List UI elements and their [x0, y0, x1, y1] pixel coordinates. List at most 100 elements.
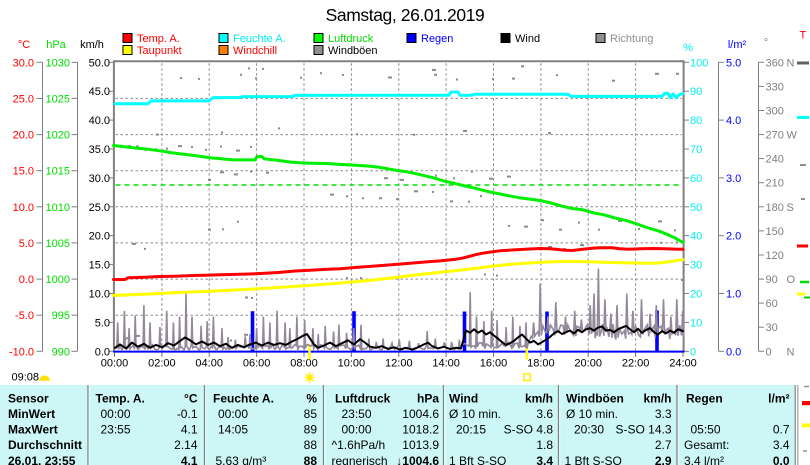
- svg-text:1004.6: 1004.6: [402, 407, 439, 421]
- svg-text:S-SO 4.8: S-SO 4.8: [504, 423, 554, 437]
- svg-text:00:00: 00:00: [218, 407, 248, 421]
- svg-text:00:00: 00:00: [101, 407, 131, 421]
- svg-text:80: 80: [690, 115, 702, 127]
- svg-text:Regen: Regen: [421, 33, 453, 45]
- svg-text:3.4: 3.4: [773, 438, 790, 452]
- svg-text:150: 150: [766, 226, 784, 238]
- svg-text:Gesamt:: Gesamt:: [684, 438, 729, 452]
- svg-text:20.0: 20.0: [13, 130, 34, 142]
- svg-text:15.0: 15.0: [13, 166, 34, 178]
- svg-text:km/h: km/h: [643, 392, 671, 406]
- svg-text:30: 30: [690, 260, 702, 272]
- svg-text:2.7: 2.7: [655, 438, 672, 452]
- svg-text:Richtung: Richtung: [610, 33, 653, 45]
- svg-text:1 Bft S-SO: 1 Bft S-SO: [565, 454, 622, 465]
- svg-text:2.9: 2.9: [655, 454, 672, 465]
- svg-text:%: %: [306, 392, 317, 406]
- svg-text:30: 30: [766, 322, 778, 334]
- svg-text:3.4: 3.4: [536, 454, 553, 465]
- svg-text:300: 300: [766, 106, 784, 118]
- svg-text:100: 100: [690, 57, 708, 69]
- svg-text:l/m²: l/m²: [768, 392, 789, 406]
- svg-text:Temp. A.: Temp. A.: [96, 392, 145, 406]
- svg-text:MinWert: MinWert: [8, 407, 55, 421]
- svg-text:330: 330: [766, 81, 784, 93]
- svg-text:Windböen: Windböen: [328, 45, 378, 57]
- svg-text:00:00: 00:00: [342, 423, 372, 437]
- svg-text:2.0: 2.0: [726, 231, 741, 243]
- svg-text:5.0: 5.0: [726, 57, 741, 69]
- svg-text:1013.9: 1013.9: [402, 438, 439, 452]
- svg-text:S: S: [787, 202, 794, 214]
- svg-text:Durchschnitt: Durchschnitt: [8, 438, 82, 452]
- svg-text:1018.2: 1018.2: [402, 423, 439, 437]
- svg-text:N: N: [787, 57, 795, 69]
- svg-text:50: 50: [690, 202, 702, 214]
- svg-text:30.0: 30.0: [89, 173, 110, 185]
- svg-text:3.6: 3.6: [536, 407, 553, 421]
- svg-text:10.0: 10.0: [13, 202, 34, 214]
- svg-text:20:00: 20:00: [574, 358, 602, 370]
- svg-text:990: 990: [52, 346, 70, 358]
- svg-text:-0.1: -0.1: [177, 407, 198, 421]
- svg-text:270: 270: [766, 130, 784, 142]
- svg-text:-10.0: -10.0: [9, 346, 34, 358]
- svg-text:T: T: [800, 30, 807, 42]
- svg-text:0.0: 0.0: [726, 346, 741, 358]
- svg-text:40.0: 40.0: [89, 115, 110, 127]
- svg-text:60: 60: [766, 298, 778, 310]
- svg-text:4.1: 4.1: [181, 423, 198, 437]
- svg-text:Feuchte A.: Feuchte A.: [233, 33, 286, 45]
- svg-text:05:50: 05:50: [691, 423, 721, 437]
- svg-text:km/h: km/h: [525, 392, 553, 406]
- svg-text:1.0: 1.0: [726, 289, 741, 301]
- svg-text:180: 180: [766, 202, 784, 214]
- svg-text:0.0: 0.0: [95, 346, 110, 358]
- svg-text:20: 20: [690, 289, 702, 301]
- svg-text:%: %: [683, 42, 693, 54]
- svg-text:°C: °C: [184, 392, 198, 406]
- svg-text:hPa: hPa: [46, 39, 66, 51]
- svg-text:120: 120: [766, 250, 784, 262]
- svg-text:70: 70: [690, 144, 702, 156]
- svg-text:1005: 1005: [46, 238, 70, 250]
- svg-text:360: 360: [766, 57, 784, 69]
- svg-text:Luftdruck: Luftdruck: [335, 392, 391, 406]
- svg-text:°: °: [764, 37, 768, 49]
- svg-text:30.0: 30.0: [13, 57, 34, 69]
- svg-text:0: 0: [766, 346, 772, 358]
- svg-text:06:00: 06:00: [243, 358, 271, 370]
- svg-text:04:00: 04:00: [195, 358, 223, 370]
- svg-text:90: 90: [690, 86, 702, 98]
- svg-text:20:30: 20:30: [574, 423, 604, 437]
- svg-text:1030: 1030: [46, 57, 70, 69]
- svg-text:3.4 l/m²: 3.4 l/m²: [684, 454, 724, 465]
- svg-text:18:00: 18:00: [527, 358, 555, 370]
- svg-text:210: 210: [766, 178, 784, 190]
- svg-text:Ø 10 min.: Ø 10 min.: [566, 407, 618, 421]
- svg-text:1.8: 1.8: [536, 438, 553, 452]
- svg-text:Windchill: Windchill: [233, 45, 277, 57]
- svg-text:60: 60: [690, 173, 702, 185]
- svg-text:N: N: [787, 346, 795, 358]
- svg-text:09:08: 09:08: [12, 372, 40, 384]
- svg-text:Feuchte A.: Feuchte A.: [213, 392, 274, 406]
- svg-text:25.0: 25.0: [13, 93, 34, 105]
- svg-text:°C: °C: [18, 39, 30, 51]
- svg-text:S-SO 14.3: S-SO 14.3: [615, 423, 671, 437]
- svg-text:26.01. 23:55: 26.01. 23:55: [8, 454, 76, 465]
- svg-text:3.0: 3.0: [726, 173, 741, 185]
- svg-text:Wind: Wind: [449, 392, 478, 406]
- svg-text:88: 88: [304, 438, 318, 452]
- svg-text:16:00: 16:00: [480, 358, 508, 370]
- svg-text:Wind: Wind: [515, 33, 540, 45]
- svg-text:Windböen: Windböen: [566, 392, 624, 406]
- svg-text:10.0: 10.0: [89, 289, 110, 301]
- svg-text:MaxWert: MaxWert: [8, 423, 58, 437]
- svg-text:4.0: 4.0: [726, 115, 741, 127]
- svg-text:35.0: 35.0: [89, 144, 110, 156]
- svg-text:45.0: 45.0: [89, 86, 110, 98]
- svg-text:1020: 1020: [46, 130, 70, 142]
- svg-text:25.0: 25.0: [89, 202, 110, 214]
- svg-text:Samstag, 26.01.2019: Samstag, 26.01.2019: [326, 5, 485, 25]
